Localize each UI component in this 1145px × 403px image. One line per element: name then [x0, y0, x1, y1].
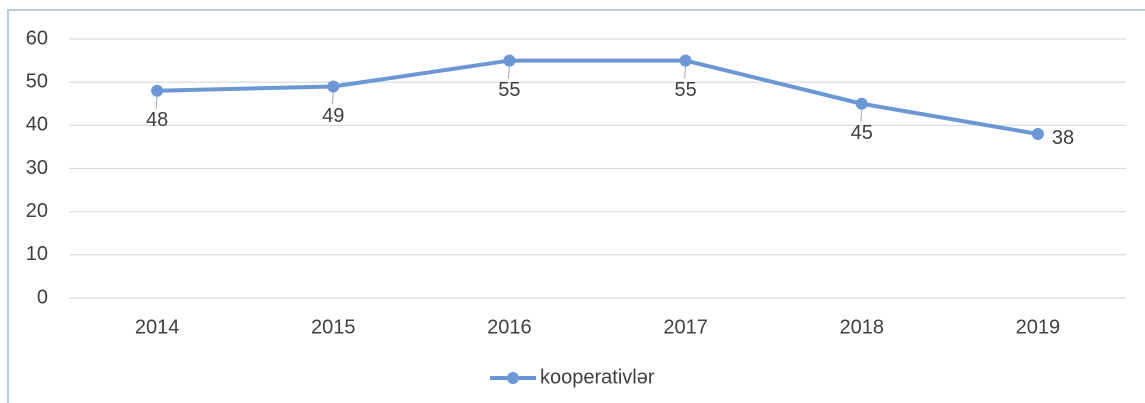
legend-marker [507, 372, 519, 384]
data-label: 38 [1052, 127, 1074, 149]
data-point [327, 80, 340, 93]
x-tick-label: 2019 [1016, 316, 1061, 338]
label-leader [331, 92, 334, 105]
label-leader [507, 66, 510, 79]
label-leader [155, 96, 158, 109]
data-label: 48 [146, 109, 168, 131]
y-tick-label: 50 [26, 70, 48, 92]
x-tick-label: 2018 [840, 316, 885, 338]
x-tick-label: 2017 [663, 316, 708, 338]
y-tick-label: 40 [26, 114, 48, 136]
label-leader [684, 66, 687, 79]
data-label: 49 [322, 105, 344, 127]
data-label: 55 [498, 79, 520, 101]
chart-frame [7, 9, 1145, 403]
legend-label: kooperativlər [540, 366, 655, 388]
y-tick-label: 30 [26, 157, 48, 179]
x-tick-label: 2016 [487, 316, 532, 338]
data-label: 45 [851, 122, 873, 144]
y-tick-label: 10 [26, 243, 48, 265]
y-tick-label: 20 [26, 200, 48, 222]
label-leader [860, 109, 863, 122]
data-point [151, 84, 164, 97]
data-point [855, 97, 868, 110]
data-point [503, 54, 516, 67]
x-tick-label: 2014 [135, 316, 180, 338]
y-tick-label: 0 [37, 286, 48, 308]
data-point [679, 54, 692, 67]
data-point [1031, 127, 1044, 140]
data-label: 55 [674, 79, 696, 101]
x-tick-label: 2015 [311, 316, 356, 338]
y-tick-label: 60 [26, 27, 48, 49]
series-line [157, 58, 1039, 136]
